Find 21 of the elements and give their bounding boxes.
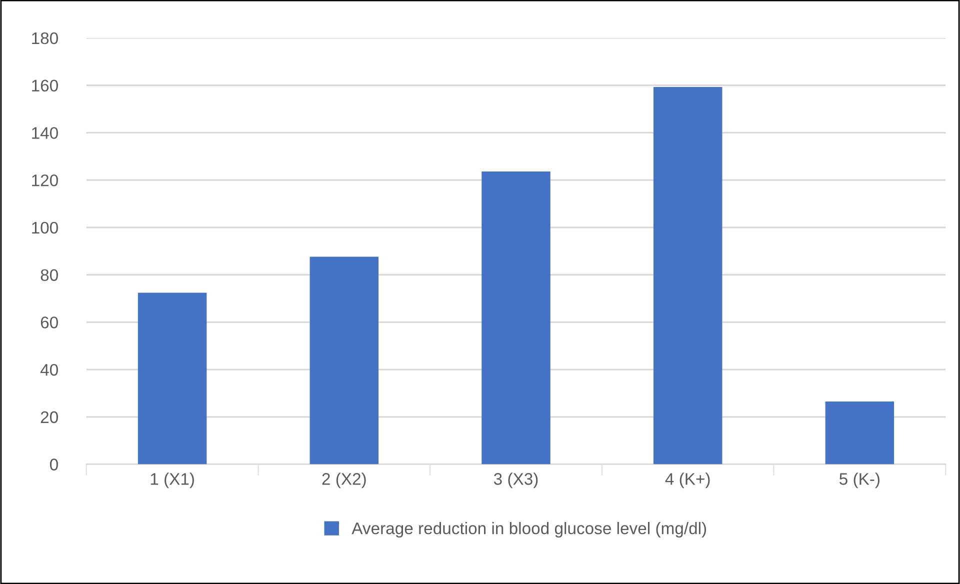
y-tick-label: 160 [32, 80, 58, 92]
x-tick-label: 1 (X1) [150, 472, 194, 488]
bar [138, 292, 207, 464]
x-tick-label: 3 (X3) [494, 472, 538, 488]
y-tick-label: 80 [40, 269, 58, 282]
bar [482, 172, 550, 464]
x-tick-label: 5 (K-) [840, 472, 880, 488]
y-tick-label: 140 [32, 127, 58, 139]
y-tick-label: 40 [40, 364, 58, 376]
x-tick-label: 4 (K+) [665, 472, 710, 488]
y-tick-label: 60 [40, 316, 58, 328]
bar [310, 256, 379, 464]
bar [825, 402, 894, 464]
legend-label: Average reduction in blood glucose level (mg/dl) [352, 522, 706, 538]
y-tick-label: 100 [32, 222, 58, 234]
x-tick-label: 2 (X2) [322, 472, 366, 488]
y-tick-label: 0 [50, 458, 58, 470]
y-tick-label: 180 [32, 32, 58, 44]
y-tick-label: 120 [32, 174, 58, 186]
bar [653, 86, 722, 464]
y-tick-label: 20 [40, 411, 58, 424]
